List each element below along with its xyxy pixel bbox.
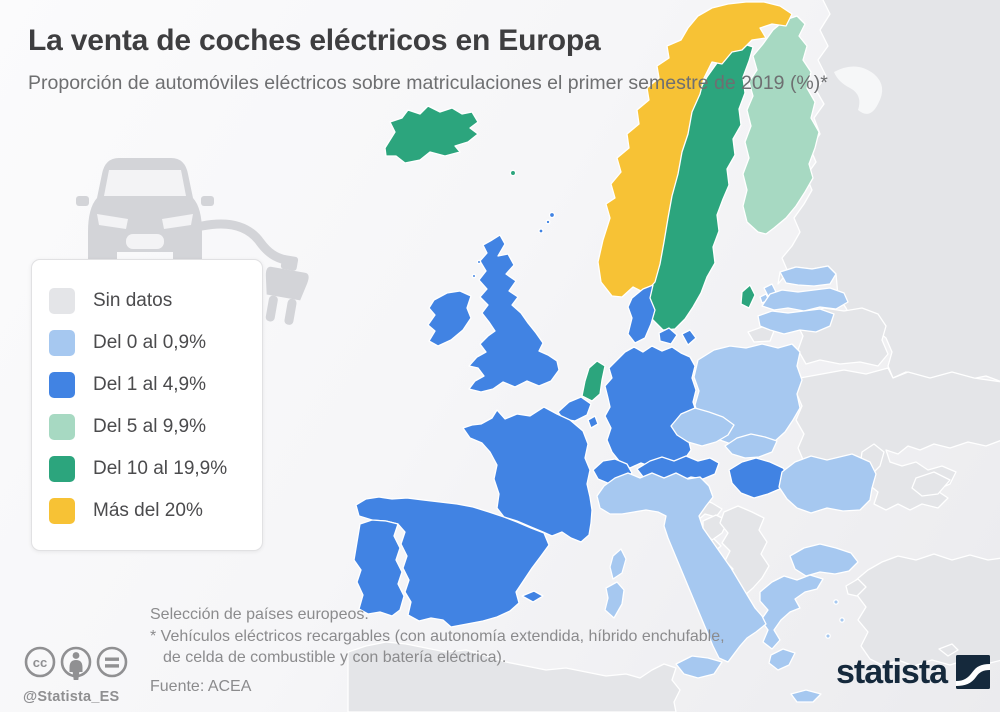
country-peloponnese: [768, 648, 796, 671]
svg-text:cc: cc: [33, 655, 47, 670]
legend-item-0-0-9: Del 0 al 0,9%: [49, 322, 245, 364]
legend-item-5-9-9: Del 5 al 9,9%: [49, 406, 245, 448]
greek-islands: [825, 599, 845, 639]
page-title: La venta de coches eléctricos en Europa: [28, 24, 601, 57]
car-grille: [126, 234, 164, 249]
legend-label: Más del 20%: [93, 500, 203, 521]
statista-logo: statista: [836, 653, 991, 691]
country-portugal: [353, 519, 405, 617]
country-spain: [355, 496, 550, 628]
country-sardinia: [604, 581, 625, 619]
balearic-islands: [521, 590, 544, 603]
footnote-block: Selección de países europeos. * Vehículo…: [150, 604, 725, 669]
car-mirror-right: [201, 196, 214, 206]
country-italy: [596, 472, 767, 663]
legend-swatch-1-4-9: [49, 372, 75, 398]
country-turkish-thrace: [845, 578, 867, 597]
country-north-africa: [347, 641, 681, 712]
country-united-kingdom: [468, 234, 560, 393]
country-gotland: [740, 284, 756, 309]
country-greece: [759, 574, 824, 650]
statista-logo-mark: [956, 655, 991, 689]
car-mirror-left: [76, 196, 89, 206]
denmark-islands: [658, 327, 697, 346]
source-line: Fuente: ACEA: [150, 678, 252, 695]
country-bulgaria: [789, 543, 859, 577]
legend-card: Sin datos Del 0 al 0,9% Del 1 al 4,9% De…: [31, 259, 263, 551]
legend-item-10-19-9: Del 10 al 19,9%: [49, 448, 245, 490]
country-cyprus: [938, 643, 959, 657]
statista-logo-text: statista: [836, 653, 948, 691]
legend-item-sin-datos: Sin datos: [49, 280, 245, 322]
charging-cable: [197, 219, 291, 265]
creative-commons-block: cc @Statista_ES: [23, 645, 131, 705]
country-sicily: [675, 655, 723, 679]
country-turkey: [855, 553, 1000, 667]
legend-swatch-sin-datos: [49, 288, 75, 314]
car-headlight-left: [97, 214, 128, 229]
car-headlight-right: [162, 214, 193, 229]
car-windshield: [104, 170, 186, 196]
cc-icon: [24, 646, 56, 678]
country-latvia: [761, 287, 849, 312]
footnote-line-2: * Vehículos eléctricos recargables (con …: [150, 627, 725, 645]
legend-swatch-0-0-9: [49, 330, 75, 356]
country-iceland: [384, 105, 479, 164]
country-netherlands: [581, 360, 606, 402]
country-ireland: [427, 290, 472, 347]
legend-label: Sin datos: [93, 290, 173, 311]
scottish-islands: [471, 211, 556, 279]
legend-swatch-5-9-9: [49, 414, 75, 440]
charging-plug: [265, 255, 309, 325]
country-crimea: [911, 471, 951, 497]
country-luxembourg: [587, 415, 599, 429]
creative-commons-icons: cc: [24, 646, 128, 680]
country-estonia: [779, 265, 837, 287]
country-finland: [742, 15, 820, 235]
legend-swatch-10-19-9: [49, 456, 75, 482]
page-subtitle: Proporción de automóviles eléctricos sob…: [28, 72, 828, 94]
country-kaliningrad: [747, 326, 775, 343]
legend-swatch-mas-20: [49, 498, 75, 524]
cc-no-derivatives-icon: [96, 646, 128, 678]
country-denmark: [627, 284, 656, 344]
statista-handle: @Statista_ES: [23, 689, 120, 705]
country-lithuania: [757, 308, 835, 335]
map-countries-layer: [347, 0, 1000, 712]
white-sea: [834, 66, 883, 114]
country-crete: [790, 689, 822, 703]
country-corsica: [609, 548, 627, 580]
faroe-islands: [509, 169, 517, 177]
electric-car-icon: [76, 158, 309, 325]
header: La venta de coches eléctricos en Europa …: [28, 24, 828, 95]
legend-label: Del 1 al 4,9%: [93, 374, 207, 395]
legend-item-1-4-9: Del 1 al 4,9%: [49, 364, 245, 406]
legend-item-mas-20: Más del 20%: [49, 490, 245, 532]
footnote-line-3: de celda de combustible y con batería el…: [163, 649, 507, 666]
legend-label: Del 5 al 9,9%: [93, 416, 207, 437]
footnote-line-1: Selección de países europeos.: [150, 606, 369, 623]
country-romania: [778, 453, 877, 514]
legend-label: Del 10 al 19,9%: [93, 458, 228, 479]
legend-label: Del 0 al 0,9%: [93, 332, 207, 353]
country-slovakia: [724, 433, 778, 459]
country-czechia: [670, 407, 735, 447]
country-germany: [604, 345, 698, 469]
country-norway: [597, 1, 793, 298]
